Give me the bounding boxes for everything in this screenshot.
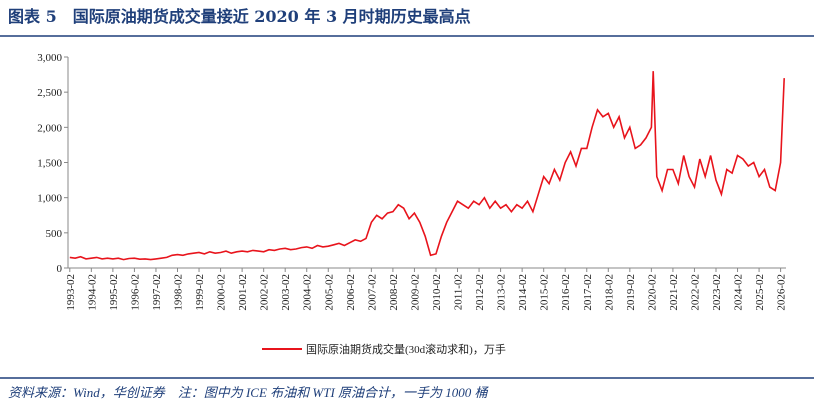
x-tick-label: 2005-02: [323, 274, 335, 311]
x-tick-label: 2018-02: [603, 274, 615, 311]
x-tick-label: 1995-02: [108, 274, 120, 311]
chart-title: 图表 5 国际原油期货成交量接近 2020 年 3 月时期历史最高点: [8, 7, 471, 26]
x-tick-label: 1998-02: [172, 274, 184, 311]
y-tick-label: 500: [46, 228, 63, 240]
x-tick-label: 2009-02: [409, 274, 421, 311]
series-line: [69, 71, 785, 261]
x-tick-label: 2023-02: [711, 274, 723, 311]
y-tick-label: 0: [57, 263, 63, 275]
x-tick-label: 2001-02: [237, 274, 249, 311]
y-tick-label: 2,000: [37, 122, 62, 134]
x-tick-label: 2014-02: [517, 274, 529, 311]
x-tick-label: 1993-02: [65, 274, 77, 311]
x-tick-label: 2011-02: [453, 274, 465, 310]
x-tick-label: 2025-02: [754, 274, 766, 311]
x-tick-label: 2024-02: [733, 274, 745, 311]
y-tick-label: 1,000: [37, 193, 62, 205]
x-tick-label: 2021-02: [668, 274, 680, 311]
x-tick-label: 2017-02: [582, 274, 594, 311]
x-tick-label: 2008-02: [388, 274, 400, 311]
x-tick-label: 2016-02: [560, 274, 572, 311]
y-tick-label: 3,000: [37, 52, 62, 64]
x-tick-label: 2004-02: [302, 274, 314, 311]
source-note: 资料来源：Wind，华创证券 注：图中为 ICE 布油和 WTI 原油合计，一手…: [8, 385, 490, 400]
x-tick-label: 2015-02: [539, 274, 551, 311]
legend-label: 国际原油期货成交量(30d滚动求和)，万手: [306, 342, 506, 356]
x-tick-label: 2006-02: [345, 274, 357, 311]
x-tick-label: 1996-02: [129, 274, 141, 311]
y-tick-label: 2,500: [37, 87, 62, 99]
x-tick-label: 2019-02: [625, 274, 637, 311]
x-tick-label: 1999-02: [194, 274, 206, 311]
x-tick-label: 1997-02: [151, 274, 163, 311]
x-tick-label: 2026-02: [776, 274, 788, 311]
x-tick-label: 1994-02: [86, 274, 98, 311]
x-tick-label: 2022-02: [689, 274, 701, 311]
y-tick-label: 1,500: [37, 158, 62, 170]
x-tick-label: 2013-02: [496, 274, 508, 311]
x-tick-label: 2002-02: [259, 274, 271, 311]
x-tick-label: 2012-02: [474, 274, 486, 311]
x-tick-label: 2000-02: [216, 274, 228, 311]
x-tick-label: 2020-02: [646, 274, 658, 311]
x-tick-label: 2007-02: [366, 274, 378, 311]
x-tick-label: 2003-02: [280, 274, 292, 311]
x-tick-label: 2010-02: [431, 274, 443, 311]
